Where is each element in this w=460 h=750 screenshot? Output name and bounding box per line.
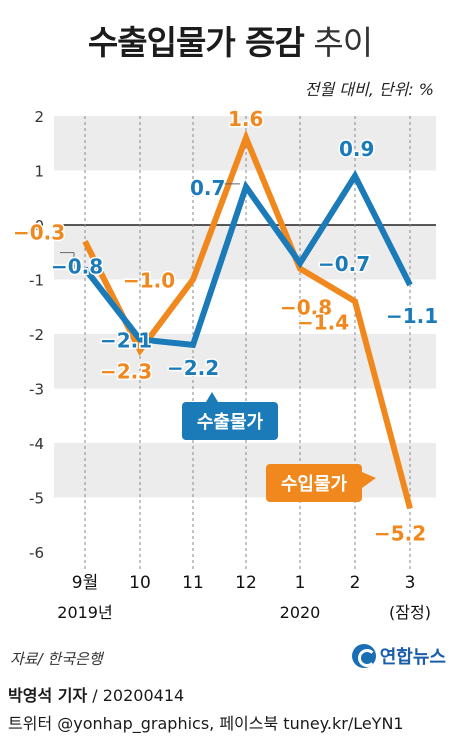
y-tick-label: -5 <box>29 490 44 508</box>
y-tick-label: -4 <box>29 435 44 453</box>
data-label-export: −1.1 <box>386 304 438 328</box>
legend-export-pointer <box>206 392 218 402</box>
chart-title: 수출입물가 증감 추이 <box>0 16 460 64</box>
y-tick-label: 2 <box>34 108 44 126</box>
byline: 박영석 기자 / 20200414 <box>8 682 184 706</box>
x-tick-label: 9월 <box>72 573 98 593</box>
data-label-import: −1.0 <box>123 269 175 293</box>
y-tick-label: 1 <box>34 163 44 181</box>
data-label-export: −2.2 <box>167 356 219 380</box>
reporter-name: 박영석 기자 <box>8 686 88 705</box>
legend-import-box <box>266 464 362 502</box>
x-tick-label: 11 <box>182 573 204 593</box>
data-label-import: 1.6 <box>228 107 263 131</box>
legend-import-label: 수입물가 <box>281 473 348 495</box>
data-label-import: −2.3 <box>100 359 152 383</box>
data-label-import: −0.3 <box>13 220 65 244</box>
x-tick-label: 3 <box>405 573 416 593</box>
x-sublabel: 2020 <box>280 603 321 622</box>
series-line-export <box>82 169 413 349</box>
x-sublabel: 2019년 <box>57 603 112 622</box>
grid-band <box>54 443 436 498</box>
yonhap-logo-icon <box>351 644 376 668</box>
data-label-export: 0.9 <box>339 137 374 161</box>
chart-title-sub: 추이 <box>313 23 373 62</box>
series-line-import <box>82 129 413 510</box>
y-tick-label: -1 <box>29 272 44 290</box>
social-links: 트위터 @yonhap_graphics, 페이스북 tuney.kr/LeYN… <box>8 714 404 733</box>
data-label-export: −0.8 <box>51 255 103 279</box>
publish-date: 20200414 <box>102 686 185 705</box>
x-tick-label: 2 <box>350 573 361 593</box>
x-tick-label: 10 <box>129 573 151 593</box>
y-tick-label: 0 <box>34 217 44 235</box>
x-sublabel: (잠정) <box>389 603 431 622</box>
chart-title-main: 수출입물가 증감 <box>87 23 305 62</box>
x-tick-label: 1 <box>295 573 306 593</box>
grid-band <box>54 225 436 280</box>
data-label-export: −2.1 <box>100 328 152 352</box>
unit-label: 전월 대비, 단위: % <box>304 80 434 99</box>
yonhap-logo-text: 연합뉴스 <box>379 647 446 668</box>
data-label-import: −5.2 <box>374 521 426 545</box>
x-tick-label: 12 <box>235 573 257 593</box>
data-label-export: 0.7 <box>190 176 225 200</box>
yonhap-logo: 연합뉴스 <box>351 641 446 671</box>
y-tick-label: -6 <box>29 544 44 562</box>
legend-export-box <box>182 402 278 440</box>
data-label-import: −0.8 <box>280 296 332 320</box>
legend-import-pointer <box>362 472 376 488</box>
byline-separator: / <box>92 686 103 705</box>
legend-export-label: 수출물가 <box>197 412 264 433</box>
y-tick-label: -2 <box>29 326 44 344</box>
data-label-import: −1.4 <box>297 310 349 334</box>
y-tick-label: -3 <box>29 381 44 399</box>
data-label-export: −0.7 <box>318 252 370 276</box>
source-label: 자료/ 한국은행 <box>10 650 103 668</box>
